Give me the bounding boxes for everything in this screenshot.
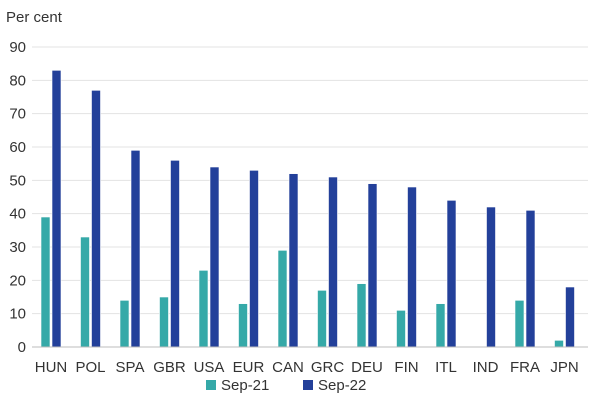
x-tick-label: IND xyxy=(473,359,499,376)
bars xyxy=(40,70,575,348)
x-tick-label: JPN xyxy=(550,359,578,376)
y-tick-label: 20 xyxy=(9,272,26,289)
bar-gbr-sep-21 xyxy=(159,296,169,348)
x-tick-label: GRC xyxy=(311,359,345,376)
legend-label-sep-22: Sep-22 xyxy=(318,377,366,394)
x-tick-label: EUR xyxy=(233,359,265,376)
bar-eur-sep-22 xyxy=(249,170,259,348)
x-tick-label: ITL xyxy=(435,359,457,376)
bar-fin-sep-21 xyxy=(396,310,406,348)
bar-spa-sep-22 xyxy=(130,150,141,348)
bar-gbr-sep-22 xyxy=(170,160,180,348)
bar-deu-sep-22 xyxy=(367,183,378,348)
x-tick-label: POL xyxy=(75,359,105,376)
y-axis-label: Per cent xyxy=(6,9,63,26)
y-tick-label: 30 xyxy=(9,239,26,256)
y-tick-label: 90 xyxy=(9,39,26,56)
x-tick-label: GBR xyxy=(153,359,186,376)
bar-grc-sep-22 xyxy=(328,176,338,348)
bar-deu-sep-21 xyxy=(356,283,367,348)
y-tick-label: 70 xyxy=(9,106,26,123)
bar-ind-sep-22 xyxy=(486,206,496,348)
x-tick-label: USA xyxy=(194,359,225,376)
y-tick-label: 40 xyxy=(9,206,26,223)
x-tick-label: DEU xyxy=(351,359,383,376)
bar-pol-sep-21 xyxy=(80,236,90,348)
bar-jpn-sep-22 xyxy=(565,286,575,348)
x-tick-label: FRA xyxy=(510,359,540,376)
bar-pol-sep-22 xyxy=(91,90,101,348)
legend-swatch-sep-21 xyxy=(206,380,216,390)
bar-can-sep-22 xyxy=(288,173,299,348)
x-tick-label: HUN xyxy=(35,359,68,376)
bar-hun-sep-21 xyxy=(40,216,51,348)
bar-usa-sep-22 xyxy=(209,166,220,348)
bar-grc-sep-21 xyxy=(317,290,327,348)
x-tick-label: CAN xyxy=(272,359,304,376)
legend-label-sep-21: Sep-21 xyxy=(221,377,269,394)
x-tick-label: FIN xyxy=(394,359,418,376)
y-tick-labels: 0 10 20 30 40 50 60 70 80 90 xyxy=(9,39,26,356)
bar-usa-sep-21 xyxy=(198,270,209,348)
y-tick-label: 50 xyxy=(9,172,26,189)
legend: Sep-21 Sep-22 xyxy=(206,377,366,394)
bar-spa-sep-21 xyxy=(119,300,130,348)
bar-can-sep-21 xyxy=(277,250,288,348)
bar-hun-sep-22 xyxy=(51,70,62,348)
bar-fin-sep-22 xyxy=(407,186,417,348)
bar-itl-sep-21 xyxy=(435,303,446,348)
bar-fra-sep-21 xyxy=(514,300,525,348)
x-tick-labels: HUN POL SPA GBR USA EUR CAN GRC DEU FIN ITL IND FRA J… xyxy=(35,359,579,376)
y-tick-label: 0 xyxy=(18,339,26,356)
bar-fra-sep-22 xyxy=(525,210,536,348)
bar-itl-sep-22 xyxy=(446,200,457,348)
legend-swatch-sep-22 xyxy=(303,380,313,390)
y-tick-label: 10 xyxy=(9,306,26,323)
bar-eur-sep-21 xyxy=(238,303,248,348)
y-tick-label: 80 xyxy=(9,72,26,89)
y-tick-label: 60 xyxy=(9,139,26,156)
bar-jpn-sep-21 xyxy=(554,340,564,348)
x-tick-label: SPA xyxy=(116,359,145,376)
gridlines xyxy=(32,46,588,315)
